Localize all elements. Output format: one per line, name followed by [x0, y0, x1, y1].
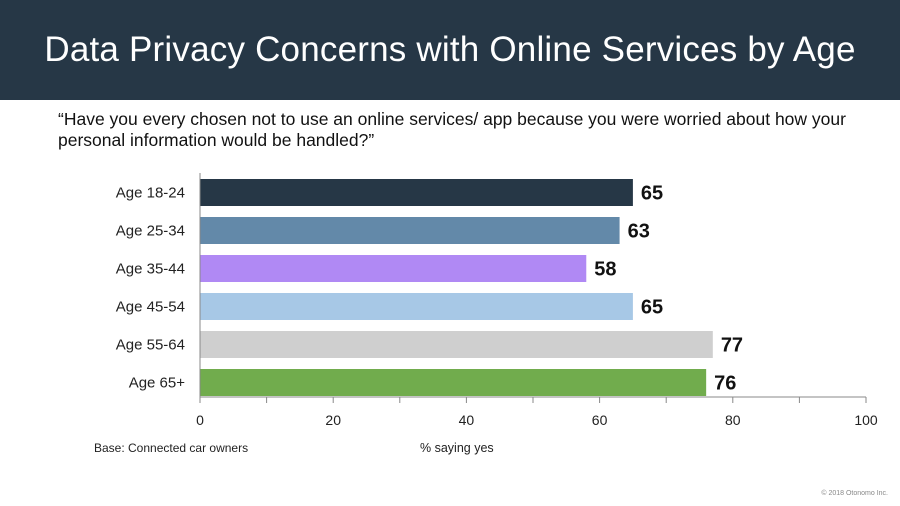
title-bar: Data Privacy Concerns with Online Servic…: [0, 0, 900, 100]
category-label: Age 35-44: [116, 261, 185, 278]
x-tick-label: 60: [592, 412, 608, 428]
bar: [200, 217, 620, 244]
bar: [200, 369, 707, 396]
survey-question: “Have you every chosen not to use an onl…: [58, 109, 846, 150]
copyright-note: © 2018 Otonomo Inc.: [821, 490, 888, 497]
category-label: Age 18-24: [116, 185, 185, 202]
x-tick-label: 100: [854, 412, 878, 428]
data-label: 77: [721, 335, 743, 357]
x-tick-label: 80: [725, 412, 741, 428]
x-tick-label: 0: [196, 412, 204, 428]
bar: [200, 293, 633, 320]
category-label: Age 45-54: [116, 299, 185, 316]
x-tick-label: 20: [325, 412, 341, 428]
x-axis-label: % saying yes: [420, 441, 494, 455]
bar: [200, 179, 633, 206]
slide-title: Data Privacy Concerns with Online Servic…: [44, 30, 856, 69]
category-label: Age 25-34: [116, 223, 185, 240]
category-label: Age 55-64: [116, 337, 185, 354]
data-label: 65: [641, 183, 663, 205]
data-label: 76: [714, 373, 736, 395]
data-label: 58: [594, 259, 616, 281]
bar: [200, 255, 587, 282]
data-label: 65: [641, 297, 663, 319]
base-note: Base: Connected car owners: [94, 441, 249, 455]
data-label: 63: [628, 221, 650, 243]
x-tick-label: 40: [459, 412, 475, 428]
bar: [200, 331, 713, 358]
category-label: Age 65+: [129, 375, 186, 392]
